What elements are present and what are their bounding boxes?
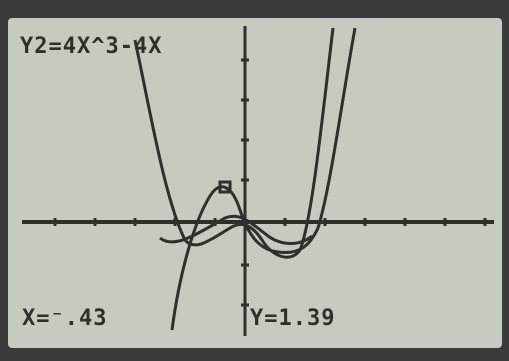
equation: Y2=4X^3-4X xyxy=(20,34,162,59)
screen xyxy=(8,18,502,348)
x-readout: X=⁻.43 xyxy=(22,306,107,331)
y-readout: Y=1.39 xyxy=(250,306,335,331)
calculator: Y2=4X^3-4X X=⁻.43 Y=1.39 xyxy=(0,0,509,361)
